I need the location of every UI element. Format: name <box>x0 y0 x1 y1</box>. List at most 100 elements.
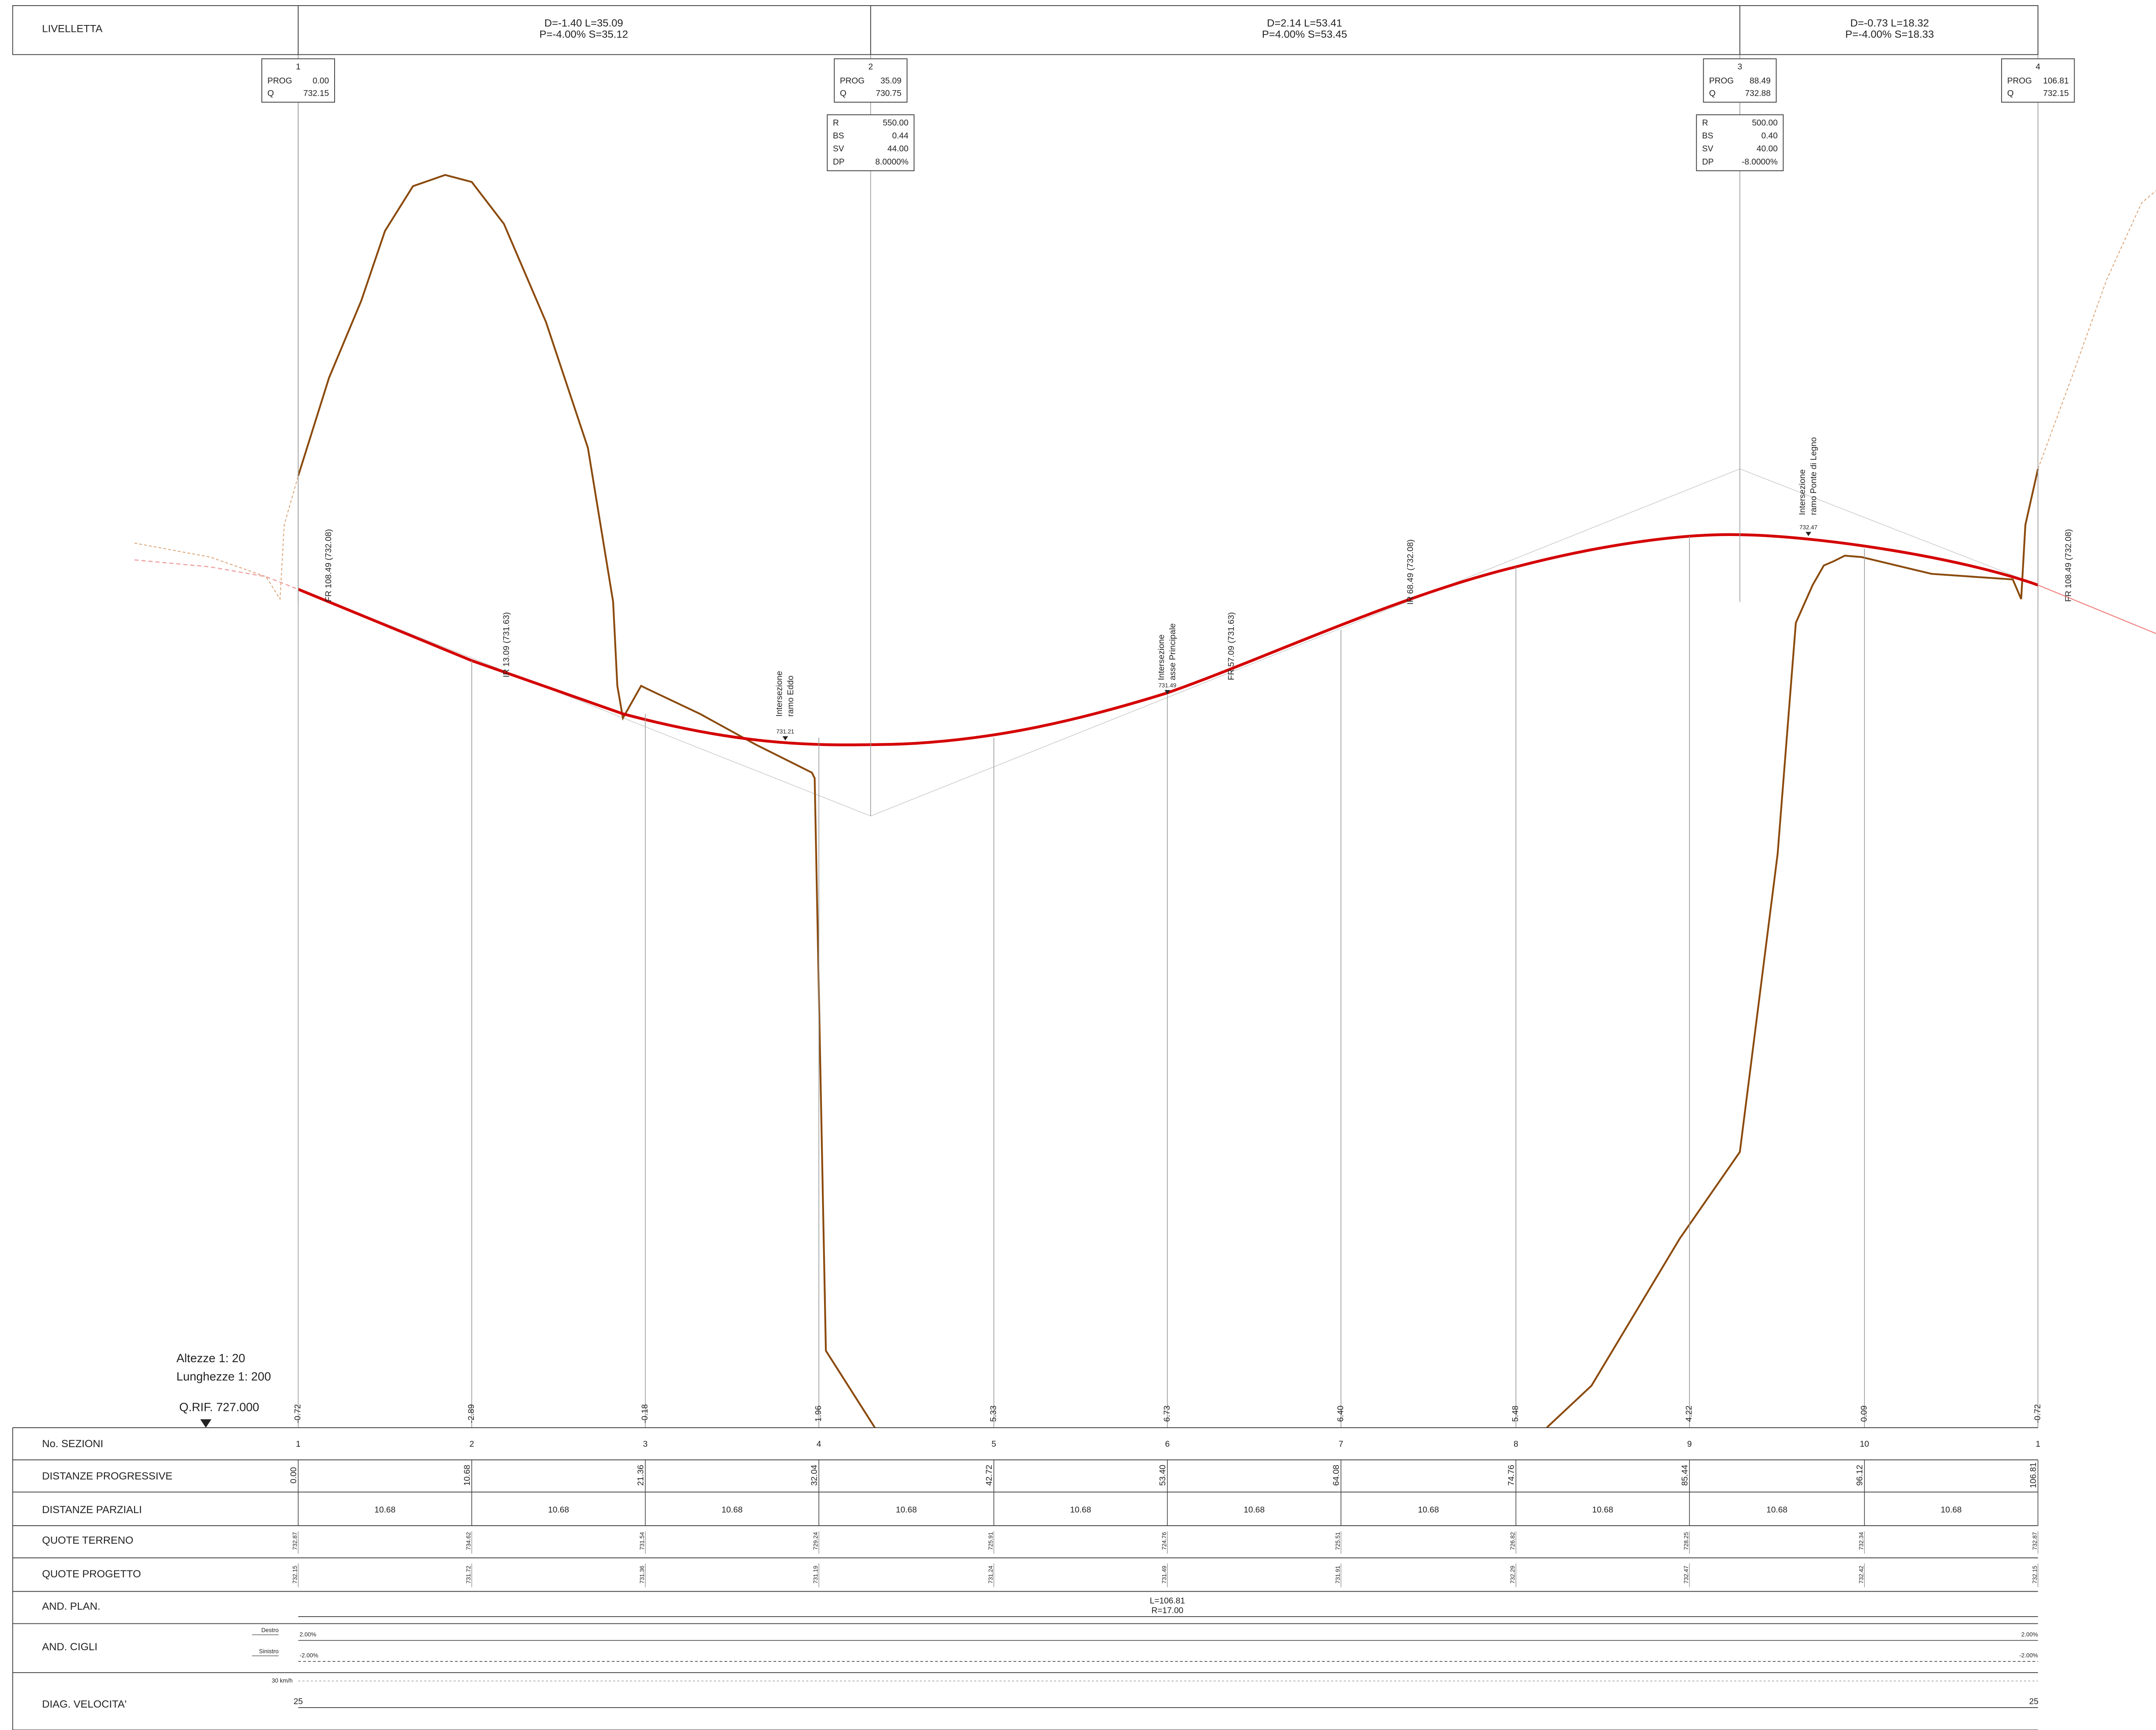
difference-value: 5.33 <box>989 1405 998 1422</box>
progressive-value: 0.00 <box>289 1467 298 1483</box>
project-quota: 731.49 <box>1161 1566 1167 1584</box>
curve-row-label: SV <box>833 144 844 154</box>
camber-value: 2.00% <box>300 1631 317 1638</box>
scale-note: Lunghezze 1: 200 <box>176 1370 271 1383</box>
curve-row-value: 44.00 <box>887 144 909 154</box>
intersection-text: Intersezione <box>1798 469 1807 515</box>
intersection-text: ramo Ponte di Legno <box>1809 437 1818 515</box>
row-label: DIAG. VELOCITA' <box>42 1699 127 1710</box>
terrain-quota: 726.82 <box>1510 1532 1516 1550</box>
segment-line: P=4.00% S=53.45 <box>1262 29 1348 41</box>
side-name: Destro <box>261 1627 279 1633</box>
curve-row-label: BS <box>1702 131 1713 141</box>
difference-value: 6.40 <box>1336 1405 1345 1422</box>
terrain-faint-left <box>134 476 299 601</box>
section-number: 9 <box>1687 1439 1692 1449</box>
progressive-value: 106.81 <box>2029 1462 2038 1488</box>
difference-value: 5.48 <box>1511 1405 1520 1422</box>
intersection-text: asse Principale <box>1168 624 1177 680</box>
vertex-box <box>261 58 335 103</box>
section-number: 6 <box>1165 1439 1170 1449</box>
intersection-text: ramo Eddo <box>786 676 795 717</box>
project-quota: 731.36 <box>639 1566 646 1584</box>
section-number: 4 <box>817 1439 821 1449</box>
section-number: 10 <box>1860 1439 1869 1449</box>
row-label: DISTANZE PROGRESSIVE <box>42 1470 172 1482</box>
project-quota: 732.15 <box>2031 1566 2038 1584</box>
intersection-quota: 731.21 <box>776 728 794 735</box>
vertex-id: 3 <box>1737 62 1742 72</box>
progressive-value: 96.12 <box>1855 1465 1865 1486</box>
terrain-faint-right <box>2037 190 2156 469</box>
progressive-value: 42.72 <box>984 1465 994 1486</box>
row-label: QUOTE PROGETTO <box>42 1568 141 1580</box>
row-label: DISTANZE PARZIALI <box>42 1504 142 1516</box>
difference-value: 4.22 <box>1684 1405 1694 1422</box>
project-quota: 732.29 <box>1510 1566 1516 1584</box>
camber-value: -2.00% <box>2019 1652 2038 1659</box>
vertex-row-value: 732.15 <box>2043 89 2069 98</box>
scale-note: Altezze 1: 20 <box>176 1351 245 1365</box>
vertex-row-value: 35.09 <box>881 76 902 85</box>
difference-value: 6.73 <box>1162 1405 1172 1422</box>
progressive-value: 64.08 <box>1332 1465 1341 1486</box>
segment-line: P=-4.00% S=18.33 <box>1845 29 1934 41</box>
segment-line: D=-1.40 L=35.09 <box>544 18 623 29</box>
terrain-quota: 724.76 <box>1161 1532 1167 1550</box>
vertex-row-label: PROG <box>840 76 865 85</box>
terrain-quota: 732.34 <box>1858 1532 1865 1550</box>
vertex-id: 4 <box>2036 62 2040 72</box>
camber-value: -2.00% <box>300 1652 318 1659</box>
curve-box <box>827 114 915 171</box>
partial-distance: 10.68 <box>374 1505 395 1515</box>
curve-row-label: BS <box>833 131 844 141</box>
project-quota: 731.72 <box>465 1566 472 1584</box>
project-quota: 731.24 <box>987 1565 994 1583</box>
progressive-value: 10.68 <box>462 1465 472 1486</box>
curve-row-value: 0.40 <box>1761 131 1778 141</box>
vertex-row-label: PROG <box>1709 76 1733 85</box>
terrain-quota: 725.91 <box>987 1532 994 1550</box>
curve-row-value: 40.00 <box>1757 144 1778 154</box>
intersection-quota: 731.49 <box>1158 682 1176 689</box>
vertex-row-value: 732.15 <box>303 89 329 98</box>
project-quota: 731.19 <box>812 1566 819 1584</box>
section-number: 1 <box>296 1439 301 1449</box>
project-quota: 732.47 <box>1683 1566 1689 1584</box>
progressive-value: 85.44 <box>1680 1465 1689 1486</box>
intersection-text: Intersezione <box>1156 634 1166 680</box>
vertical-annotation: IR 13.09 (731.63) <box>501 612 511 678</box>
partial-distance: 10.68 <box>1767 1505 1788 1515</box>
row-label: No. SEZIONI <box>42 1438 103 1450</box>
section-number: 8 <box>1514 1439 1518 1449</box>
section-number: 7 <box>1338 1439 1343 1449</box>
vertex-box <box>2001 58 2075 103</box>
partial-distance: 10.68 <box>1070 1505 1091 1515</box>
intersection-quota: 732.47 <box>1799 524 1818 530</box>
progressive-value: 21.36 <box>636 1465 646 1486</box>
livelletta-box <box>12 5 2039 55</box>
project-quota: 732.15 <box>292 1566 298 1584</box>
curve-row-label: SV <box>1702 144 1713 154</box>
vertical-annotation: FR 108.49 (732.08) <box>2064 529 2073 602</box>
progressive-value: 74.76 <box>1507 1465 1516 1486</box>
plan-text: L=106.81 <box>1150 1596 1185 1606</box>
curve-row-value: 0.44 <box>892 131 909 141</box>
difference-value: 1.96 <box>814 1405 823 1422</box>
partial-distance: 10.68 <box>1592 1505 1613 1515</box>
section-number: 5 <box>991 1439 996 1449</box>
speed-limit: 30 km/h <box>272 1677 292 1684</box>
curve-row-label: DP <box>833 157 845 166</box>
plan-text: R=17.00 <box>1151 1606 1183 1615</box>
intersection-marker <box>1805 532 1811 536</box>
vertical-annotation: FR 57.09 (731.63) <box>1227 612 1236 680</box>
project-quota: 731.91 <box>1335 1566 1341 1584</box>
intersection-marker <box>1164 690 1170 694</box>
vertex-row-label: Q <box>1709 89 1715 98</box>
intersection-marker <box>782 736 788 741</box>
partial-distance: 10.68 <box>548 1505 569 1515</box>
section-number: 3 <box>643 1439 648 1449</box>
project-profile <box>298 533 2039 746</box>
speed-value: 25 <box>2029 1697 2039 1706</box>
